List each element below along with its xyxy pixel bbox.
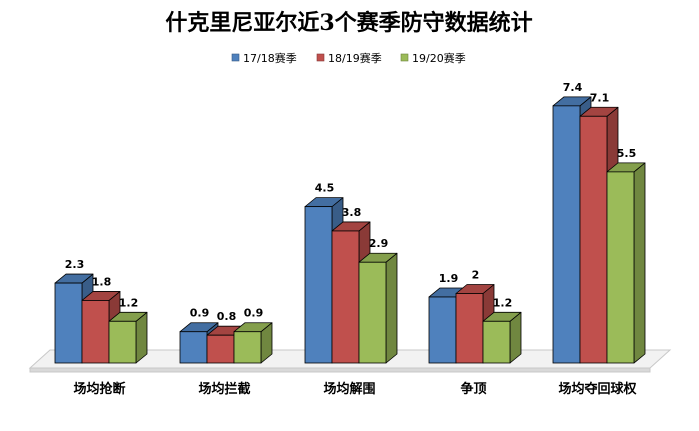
data-label: 2.3 bbox=[65, 258, 85, 271]
data-label: 2.9 bbox=[369, 237, 389, 250]
bar bbox=[233, 322, 273, 364]
data-label: 1.8 bbox=[92, 275, 112, 288]
category-label: 争顶 bbox=[460, 381, 486, 397]
data-label: 1.2 bbox=[119, 296, 139, 309]
floor-edge bbox=[29, 367, 651, 373]
bar bbox=[108, 311, 148, 364]
data-label: 3.8 bbox=[342, 206, 362, 219]
legend: 17/18赛季 18/19赛季 19/20赛季 bbox=[231, 51, 466, 65]
category-labels: 场均抢断 场均拦截 场均解围 争顶 场均夺回球权 bbox=[73, 381, 637, 397]
data-label: 0.9 bbox=[190, 307, 210, 320]
data-label: 0.9 bbox=[244, 307, 264, 320]
data-labels: 2.3 1.8 1.2 0.9 0.8 0.9 4.5 3.8 2.9 1.9 2 1.2 7.4 7.1… bbox=[65, 81, 637, 323]
legend-swatch bbox=[316, 53, 325, 62]
legend-label: 17/18赛季 bbox=[243, 51, 297, 65]
data-label: 4.5 bbox=[315, 182, 335, 195]
bars bbox=[54, 96, 646, 364]
data-label: 5.5 bbox=[617, 147, 637, 160]
category-label: 场均抢断 bbox=[73, 381, 125, 397]
category-label: 场均解围 bbox=[323, 381, 375, 397]
data-label: 7.1 bbox=[590, 91, 610, 104]
data-label: 2 bbox=[472, 269, 480, 282]
legend-swatch bbox=[231, 53, 240, 62]
data-label: 1.9 bbox=[439, 272, 459, 285]
legend-label: 19/20赛季 bbox=[412, 51, 466, 65]
bar bbox=[358, 252, 398, 364]
data-label: 0.8 bbox=[217, 310, 237, 323]
data-label: 7.4 bbox=[563, 81, 583, 94]
category-label: 场均夺回球权 bbox=[558, 381, 637, 397]
bar bbox=[482, 311, 522, 364]
chart-title: 什克里尼亚尔近3个赛季防守数据统计 bbox=[165, 10, 532, 36]
data-label: 1.2 bbox=[493, 296, 513, 309]
legend-swatch bbox=[400, 53, 409, 62]
bar bbox=[606, 162, 646, 364]
legend-label: 18/19赛季 bbox=[328, 51, 382, 65]
category-label: 场均拦截 bbox=[198, 381, 250, 397]
